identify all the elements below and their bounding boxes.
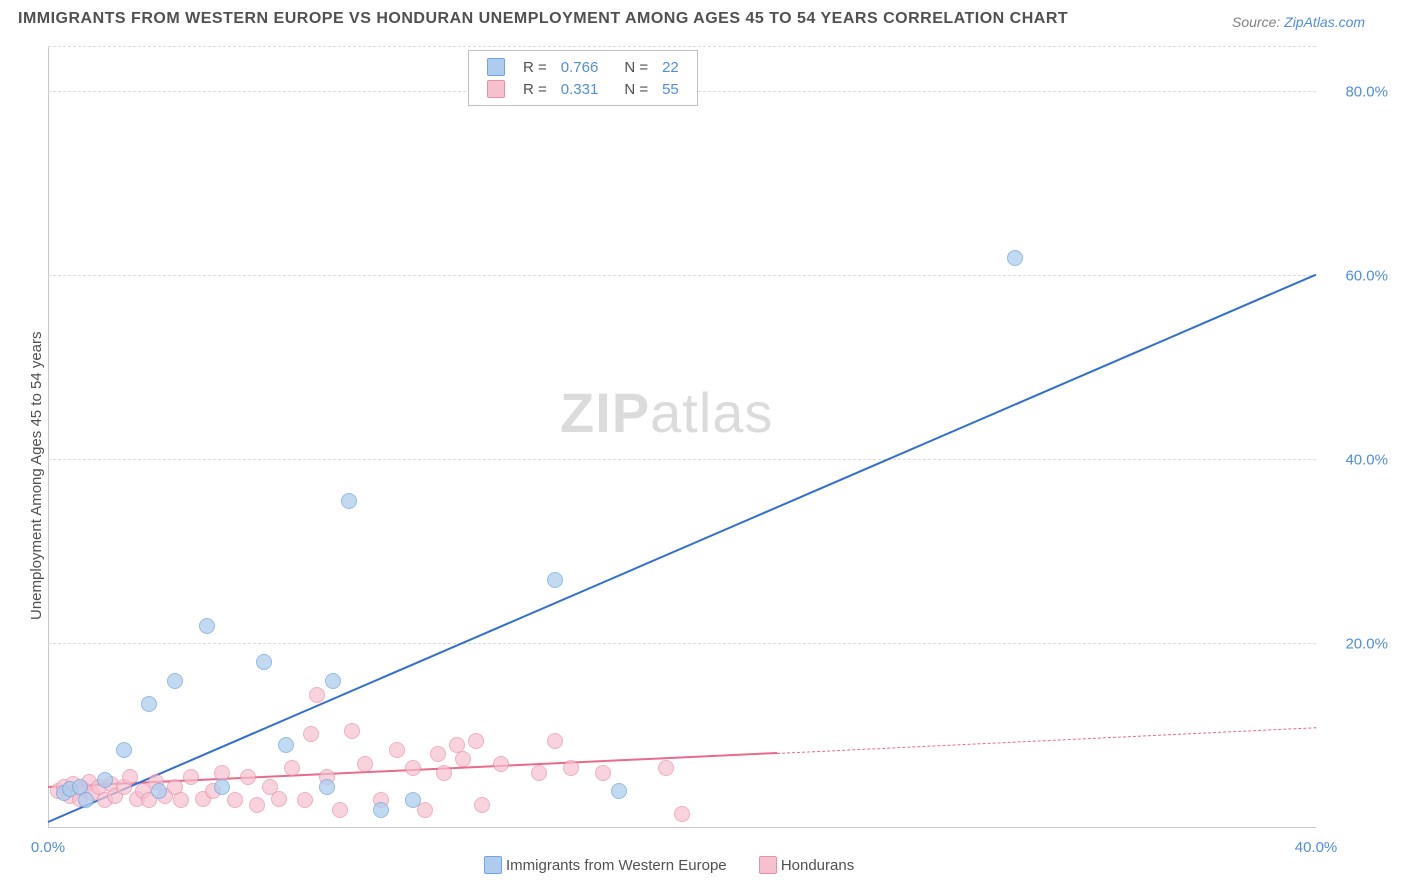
scatter-point-pink <box>493 756 509 772</box>
legend-item-blue: Immigrants from Western Europe <box>484 856 727 874</box>
y-axis-label: Unemployment Among Ages 45 to 54 years <box>28 331 45 620</box>
scatter-point-blue <box>325 673 341 689</box>
legend-row-blue: R = 0.766 N = 22 <box>481 57 685 77</box>
scatter-point-pink <box>271 791 287 807</box>
source-prefix: Source: <box>1232 14 1284 30</box>
scatter-point-pink <box>405 760 421 776</box>
y-tick-label: 40.0% <box>1345 452 1388 469</box>
x-tick-label: 40.0% <box>1295 839 1338 856</box>
legend-item-pink: Hondurans <box>759 856 854 874</box>
scatter-point-blue <box>319 779 335 795</box>
y-tick-label: 60.0% <box>1345 268 1388 285</box>
n-value-pink: 55 <box>662 81 679 98</box>
scatter-point-pink <box>240 769 256 785</box>
r-value-blue: 0.766 <box>561 59 599 76</box>
legend-label-blue: Immigrants from Western Europe <box>506 857 727 874</box>
trend-line <box>48 274 1317 823</box>
r-value-pink: 0.331 <box>561 81 599 98</box>
scatter-point-pink <box>357 756 373 772</box>
swatch-pink <box>487 80 505 98</box>
scatter-point-pink <box>563 760 579 776</box>
n-label: N = <box>624 59 648 76</box>
scatter-point-pink <box>547 733 563 749</box>
scatter-point-pink <box>474 797 490 813</box>
gridline <box>48 275 1316 276</box>
source-link[interactable]: ZipAtlas.com <box>1284 14 1365 30</box>
scatter-point-pink <box>436 765 452 781</box>
y-tick-label: 20.0% <box>1345 636 1388 653</box>
chart-title: IMMIGRANTS FROM WESTERN EUROPE VS HONDUR… <box>18 10 1068 28</box>
swatch-pink <box>759 856 777 874</box>
x-axis-line <box>48 827 1316 828</box>
scatter-point-blue <box>78 792 94 808</box>
scatter-point-blue <box>341 493 357 509</box>
scatter-point-pink <box>183 769 199 785</box>
legend-row-pink: R = 0.331 N = 55 <box>481 79 685 99</box>
scatter-point-blue <box>256 654 272 670</box>
legend-label-pink: Hondurans <box>781 857 854 874</box>
scatter-point-blue <box>611 783 627 799</box>
scatter-point-pink <box>303 726 319 742</box>
gridline <box>48 643 1316 644</box>
scatter-point-pink <box>332 802 348 818</box>
scatter-point-blue <box>199 618 215 634</box>
swatch-blue <box>484 856 502 874</box>
scatter-point-pink <box>173 792 189 808</box>
gridline <box>48 459 1316 460</box>
scatter-point-pink <box>122 769 138 785</box>
r-label: R = <box>523 59 547 76</box>
correlation-legend: R = 0.766 N = 22 R = 0.331 N = 55 <box>468 50 698 106</box>
scatter-point-blue <box>167 673 183 689</box>
scatter-point-blue <box>405 792 421 808</box>
y-axis-line <box>48 46 49 828</box>
r-label: R = <box>523 81 547 98</box>
scatter-point-pink <box>531 765 547 781</box>
scatter-point-blue <box>141 696 157 712</box>
swatch-blue <box>487 58 505 76</box>
scatter-point-blue <box>373 802 389 818</box>
n-value-blue: 22 <box>662 59 679 76</box>
trend-line <box>777 728 1316 755</box>
scatter-point-pink <box>309 687 325 703</box>
source-attribution: Source: ZipAtlas.com <box>1232 14 1365 30</box>
scatter-point-pink <box>344 723 360 739</box>
scatter-point-pink <box>658 760 674 776</box>
scatter-point-blue <box>547 572 563 588</box>
scatter-point-blue <box>214 779 230 795</box>
scatter-point-blue <box>116 742 132 758</box>
scatter-point-pink <box>430 746 446 762</box>
watermark-rest: atlas <box>650 381 773 444</box>
scatter-point-blue <box>151 783 167 799</box>
y-tick-label: 80.0% <box>1345 84 1388 101</box>
scatter-point-pink <box>455 751 471 767</box>
series-legend: Immigrants from Western Europe Hondurans <box>470 856 868 878</box>
scatter-point-pink <box>595 765 611 781</box>
n-label: N = <box>624 81 648 98</box>
scatter-point-pink <box>468 733 484 749</box>
scatter-point-pink <box>297 792 313 808</box>
scatter-point-pink <box>674 806 690 822</box>
scatter-point-pink <box>284 760 300 776</box>
watermark: ZIPatlas <box>560 380 773 445</box>
x-tick-label: 0.0% <box>31 839 65 856</box>
scatter-point-pink <box>249 797 265 813</box>
gridline <box>48 46 1316 47</box>
scatter-point-blue <box>1007 250 1023 266</box>
scatter-point-blue <box>97 772 113 788</box>
scatter-point-pink <box>389 742 405 758</box>
chart-container: IMMIGRANTS FROM WESTERN EUROPE VS HONDUR… <box>0 0 1406 892</box>
watermark-bold: ZIP <box>560 381 650 444</box>
scatter-point-blue <box>278 737 294 753</box>
scatter-point-pink <box>227 792 243 808</box>
